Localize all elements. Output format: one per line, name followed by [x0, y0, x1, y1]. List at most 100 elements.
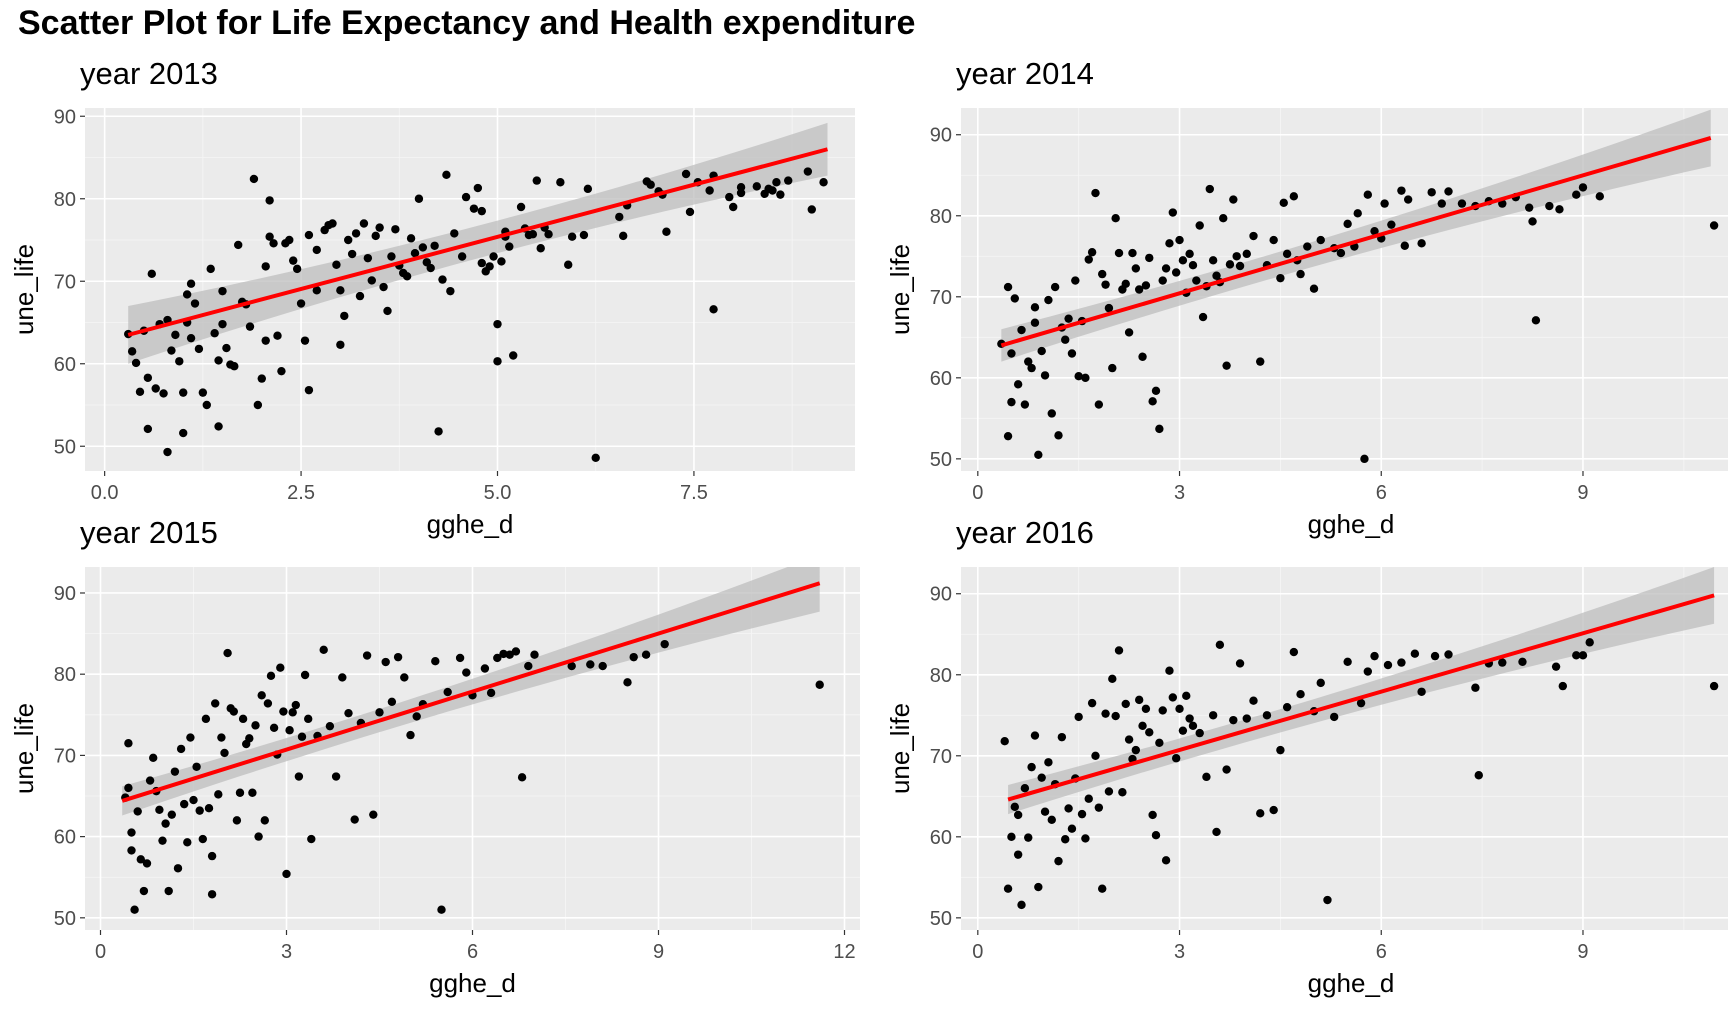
data-point: [1158, 276, 1167, 285]
data-point: [1017, 325, 1026, 335]
data-point: [1262, 711, 1272, 720]
data-point: [615, 212, 624, 222]
data-point: [434, 427, 443, 436]
data-point: [1141, 704, 1151, 713]
x-tick-label: 0.0: [91, 482, 119, 504]
data-point: [1037, 773, 1046, 782]
data-point: [159, 389, 168, 398]
data-point: [1336, 248, 1346, 258]
data-point: [1474, 771, 1483, 780]
data-point: [1121, 699, 1130, 709]
data-point: [249, 174, 259, 184]
data-point: [186, 279, 196, 288]
data-point: [1013, 380, 1023, 389]
data-point: [1010, 294, 1019, 303]
x-tick-label: 3: [1174, 482, 1185, 504]
data-point: [1208, 256, 1218, 265]
data-point: [1138, 721, 1147, 731]
data-point: [176, 744, 186, 754]
x-tick-label: 2.5: [287, 482, 315, 504]
data-point: [201, 714, 211, 724]
data-point: [1003, 884, 1013, 893]
data-point: [462, 668, 471, 677]
data-point: [367, 276, 376, 285]
data-point: [431, 657, 440, 666]
data-point: [1050, 282, 1060, 292]
data-point: [1091, 751, 1100, 760]
data-point: [1229, 715, 1238, 725]
data-point: [245, 734, 254, 743]
y-tick-label: 70: [930, 746, 952, 768]
data-point: [1195, 221, 1204, 230]
data-point: [1071, 276, 1080, 285]
data-point: [1161, 856, 1171, 865]
data-point: [265, 196, 274, 205]
data-point: [1007, 832, 1016, 842]
data-point: [1091, 188, 1100, 198]
data-point: [1471, 683, 1480, 692]
data-point: [204, 803, 214, 813]
data-point: [1215, 640, 1225, 649]
data-point: [1518, 657, 1527, 667]
data-point: [442, 170, 451, 180]
y-tick-label: 60: [54, 354, 76, 376]
data-point: [379, 282, 388, 292]
data-point: [641, 650, 651, 659]
data-point: [1457, 199, 1467, 208]
data-point: [1387, 220, 1396, 229]
data-point: [393, 652, 403, 662]
y-tick-label: 90: [930, 125, 952, 147]
data-point: [292, 264, 302, 274]
data-point: [260, 816, 269, 825]
data-point: [375, 708, 384, 717]
data-point: [499, 649, 508, 659]
data-point: [1030, 731, 1040, 740]
x-tick-label: 9: [1577, 941, 1588, 963]
data-point: [1282, 249, 1292, 259]
data-point: [776, 190, 785, 199]
data-point: [1205, 184, 1214, 194]
data-point: [1289, 647, 1299, 657]
x-tick-label: 3: [281, 941, 292, 963]
panel-2013: year 2013 0.0 2.5 5.0 7.5 50 60 70 80 90 gghe_d une…: [0, 56, 865, 557]
data-point: [1047, 815, 1056, 825]
data-point: [1104, 303, 1114, 313]
data-point: [819, 178, 828, 187]
data-point: [1003, 431, 1013, 441]
data-point: [304, 230, 314, 240]
data-point: [784, 176, 793, 185]
data-point: [127, 846, 136, 855]
data-point: [1585, 638, 1594, 647]
data-point: [1185, 249, 1194, 259]
data-point: [1232, 252, 1241, 261]
scatter-chart: year 2014 0 3 6 9 50 60 70 80 90 gghe_d une_life: [885, 56, 1728, 539]
data-point: [257, 374, 266, 383]
data-point: [1192, 276, 1201, 285]
data-point: [1282, 702, 1292, 712]
data-point: [1081, 834, 1090, 843]
data-point: [235, 788, 245, 797]
data-point: [296, 299, 306, 308]
panel-2014: year 2014 0 3 6 9 50 60 70 80 90 gghe_d une_life: [864, 56, 1728, 557]
data-point: [207, 890, 217, 899]
data-point: [705, 186, 714, 195]
data-point: [183, 838, 192, 847]
panel-title: year 2015: [80, 515, 218, 550]
data-point: [211, 699, 220, 708]
data-point: [158, 836, 167, 845]
data-point: [1343, 657, 1352, 667]
data-point: [1040, 807, 1050, 816]
data-point: [1017, 900, 1026, 910]
data-point: [736, 183, 746, 192]
data-point: [1168, 208, 1178, 217]
data-point: [1148, 397, 1157, 406]
data-point: [135, 387, 145, 396]
data-point: [1094, 803, 1104, 812]
data-point: [1410, 649, 1420, 658]
data-point: [1061, 335, 1070, 344]
data-point: [1323, 895, 1332, 905]
data-point: [489, 252, 498, 261]
data-point: [807, 205, 816, 214]
data-point: [338, 673, 347, 682]
panel-title: year 2014: [956, 56, 1094, 91]
